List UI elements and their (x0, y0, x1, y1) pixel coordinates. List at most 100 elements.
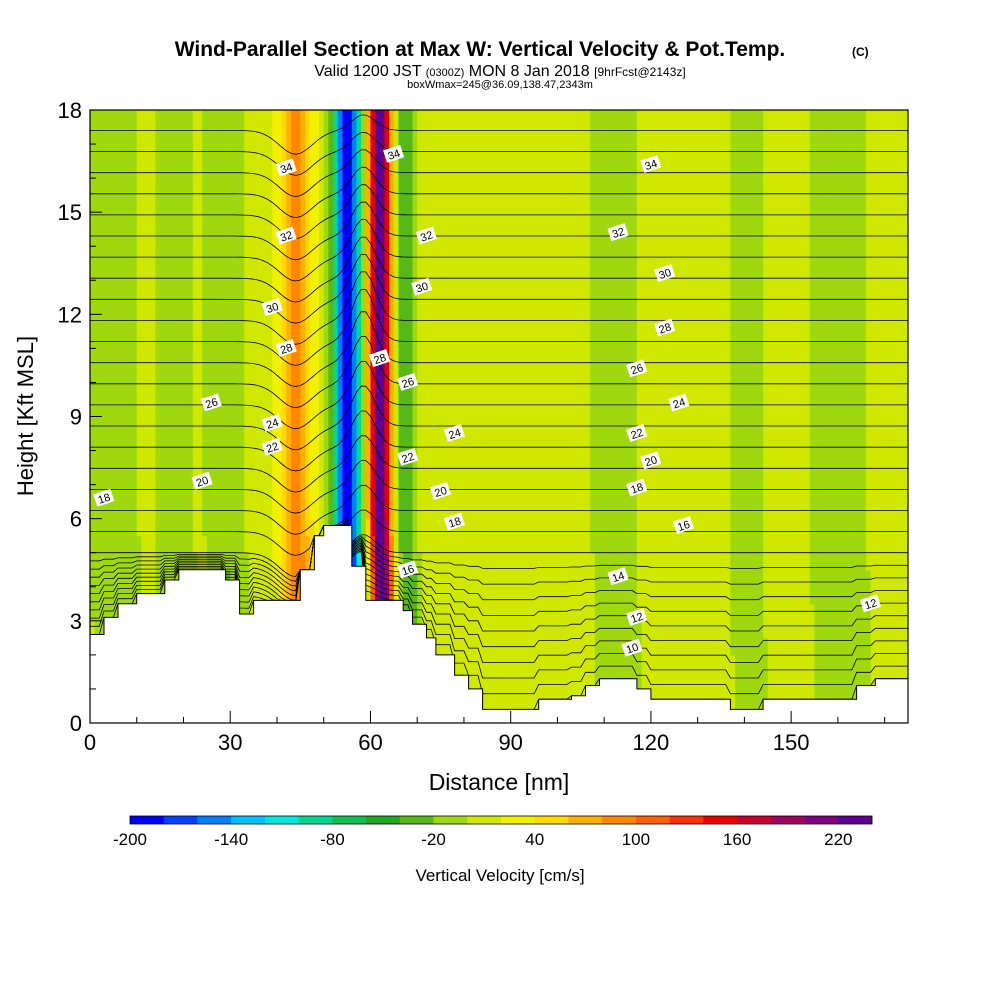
velocity-cell (305, 416, 311, 435)
velocity-cell (529, 586, 535, 605)
velocity-cell (650, 365, 657, 384)
velocity-cell (655, 586, 661, 605)
velocity-cell (132, 450, 138, 469)
velocity-cell (721, 314, 727, 332)
velocity-cell (155, 450, 161, 469)
velocity-cell (707, 399, 713, 418)
velocity-cell (786, 586, 792, 605)
velocity-cell (711, 467, 717, 486)
velocity-cell (403, 280, 409, 298)
velocity-cell (903, 603, 908, 622)
velocity-cell (655, 518, 661, 537)
velocity-cell (351, 280, 358, 298)
velocity-cell (361, 246, 367, 264)
velocity-cell (178, 297, 185, 315)
velocity-cell (356, 297, 362, 315)
velocity-cell (239, 433, 245, 452)
velocity-cell (608, 535, 615, 554)
velocity-cell (697, 603, 703, 622)
velocity-cell (594, 671, 601, 690)
velocity-cell (655, 331, 661, 349)
velocity-cell (557, 314, 563, 332)
velocity-cell (412, 399, 418, 418)
velocity-cell (646, 637, 652, 656)
velocity-cell (234, 399, 241, 418)
velocity-cell (548, 586, 554, 605)
velocity-cell (889, 246, 895, 264)
velocity-cell (132, 484, 138, 503)
velocity-cell (164, 348, 171, 367)
velocity-cell (758, 569, 764, 588)
velocity-cell (809, 518, 816, 537)
velocity-cell (777, 433, 783, 452)
velocity-cell (805, 450, 811, 469)
velocity-cell (552, 586, 559, 605)
velocity-cell (800, 280, 806, 298)
velocity-cell (749, 654, 755, 673)
velocity-cell (314, 365, 320, 384)
velocity-cell (608, 314, 615, 332)
velocity-cell (594, 416, 601, 435)
velocity-cell (248, 331, 255, 349)
velocity-cell (884, 280, 890, 298)
velocity-cell (230, 382, 236, 401)
velocity-cell (819, 246, 825, 264)
velocity-cell (692, 552, 699, 571)
velocity-cell (379, 331, 386, 349)
velocity-cell (421, 263, 428, 281)
velocity-cell (351, 331, 358, 349)
velocity-cell (650, 688, 657, 707)
velocity-cell (893, 399, 900, 418)
velocity-cell (646, 263, 652, 281)
velocity-cell (692, 603, 699, 622)
velocity-cell (491, 297, 498, 315)
velocity-cell (674, 552, 680, 571)
velocity-cell (749, 467, 755, 486)
velocity-cell (608, 297, 615, 315)
velocity-cell (491, 620, 498, 639)
velocity-cell (309, 297, 315, 315)
velocity-cell (758, 450, 764, 469)
velocity-cell (538, 433, 544, 452)
velocity-cell (683, 654, 689, 673)
velocity-cell (356, 382, 362, 401)
velocity-cell (837, 246, 844, 264)
velocity-cell (875, 280, 881, 298)
velocity-cell (300, 450, 306, 469)
velocity-cell (552, 569, 559, 588)
velocity-cell (744, 331, 750, 349)
velocity-cell (753, 382, 760, 401)
velocity-cell (730, 603, 736, 622)
velocity-cell (477, 552, 484, 571)
velocity-cell (506, 246, 512, 264)
velocity-cell (898, 331, 904, 349)
velocity-cell (468, 416, 474, 435)
velocity-cell (267, 518, 273, 537)
velocity-cell (501, 348, 507, 367)
velocity-cell (141, 280, 147, 298)
velocity-cell (552, 688, 559, 707)
velocity-cell (865, 450, 872, 469)
velocity-cell (842, 603, 848, 622)
velocity-cell (711, 314, 717, 332)
velocity-cell (692, 688, 699, 707)
velocity-cell (819, 671, 825, 690)
velocity-cell (683, 569, 689, 588)
velocity-cell (258, 229, 264, 247)
velocity-cell (160, 331, 166, 349)
velocity-cell (683, 450, 689, 469)
velocity-cell (664, 399, 671, 418)
velocity-cell (725, 314, 731, 332)
velocity-cell (281, 365, 287, 384)
velocity-cell (730, 246, 736, 264)
velocity-cell (132, 399, 138, 418)
velocity-cell (641, 467, 647, 486)
velocity-cell (305, 467, 311, 486)
velocity-cell (347, 246, 353, 264)
velocity-cell (548, 263, 554, 281)
velocity-cell (314, 229, 320, 247)
velocity-cell (150, 450, 157, 469)
velocity-cell (534, 399, 540, 418)
velocity-cell (211, 433, 217, 452)
velocity-cell (875, 331, 881, 349)
